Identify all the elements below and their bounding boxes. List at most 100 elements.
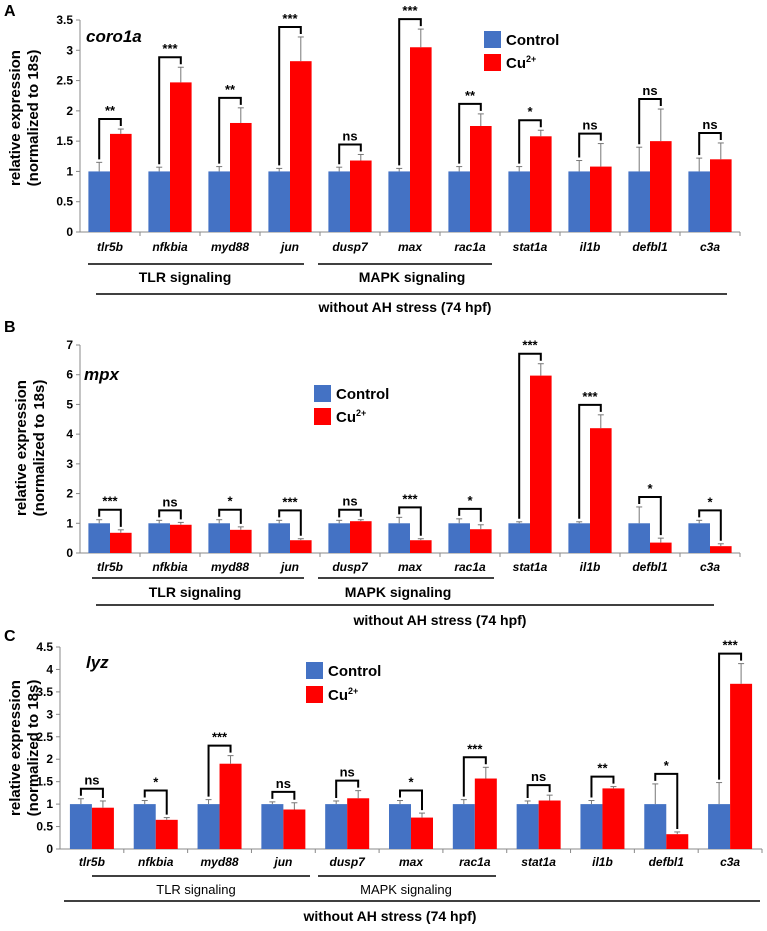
significance-label: *** xyxy=(162,41,178,56)
bar-copper xyxy=(170,524,192,553)
significance-label: ** xyxy=(597,761,608,776)
significance-label: * xyxy=(707,494,713,509)
significance-bracket xyxy=(398,18,422,166)
bar-copper xyxy=(650,141,672,232)
bar-control xyxy=(208,523,230,553)
panel-b: B mpx relative expression (normalized to… xyxy=(4,319,741,628)
category-label: jun xyxy=(279,560,299,574)
category-label: defbl1 xyxy=(632,560,668,574)
category-label: c3a xyxy=(700,240,720,254)
significance-label: ns xyxy=(340,765,355,780)
panel-a-label: A xyxy=(4,3,16,20)
category-label: il1b xyxy=(580,240,601,254)
legend-swatch-copper xyxy=(314,408,331,425)
panel-b-mapk-label: MAPK signaling xyxy=(345,584,452,600)
panel-a-gene-title: coro1a xyxy=(86,27,142,46)
significance-label: *** xyxy=(467,741,483,756)
panel-b-gene-title: mpx xyxy=(84,365,121,384)
category-label: tlr5b xyxy=(97,560,123,574)
legend-label-copper: Cu2+ xyxy=(506,54,536,72)
panel-c-gene-title: lyz xyxy=(86,653,109,672)
significance-label: ns xyxy=(162,494,177,509)
y-tick-label: 2 xyxy=(66,104,73,118)
significance-label: *** xyxy=(282,494,298,509)
y-tick-label: 2.5 xyxy=(56,74,73,88)
bar-copper xyxy=(110,532,132,553)
bar-copper xyxy=(219,763,242,849)
significance-label: * xyxy=(467,493,473,508)
bar-control xyxy=(325,804,348,849)
significance-label: ** xyxy=(225,82,236,97)
bar-control xyxy=(389,804,411,849)
bar-copper xyxy=(710,159,732,232)
category-label: c3a xyxy=(700,560,720,574)
significance-label: *** xyxy=(282,11,298,26)
bar-control xyxy=(208,171,230,232)
category-label: max xyxy=(399,855,424,869)
panel-c-plot: 00.511.522.533.544.5nstlr5b*nfkbia***myd… xyxy=(36,638,763,869)
panel-c-tlr-label: TLR signaling xyxy=(156,882,236,897)
significance-bracket xyxy=(143,789,168,815)
bar-control xyxy=(88,171,110,232)
bar-copper xyxy=(650,542,672,553)
significance-bracket xyxy=(654,772,679,829)
significance-label: *** xyxy=(522,338,538,353)
significance-bracket xyxy=(79,787,104,798)
panel-a-tlr-label: TLR signaling xyxy=(139,269,232,285)
bar-control xyxy=(508,523,530,553)
bar-copper xyxy=(474,778,497,849)
category-label: stat1a xyxy=(521,855,556,869)
bar-control xyxy=(388,523,410,553)
bar-copper xyxy=(230,122,252,232)
significance-bracket xyxy=(578,403,602,519)
panel-b-plot: 01234567***tlr5bnsnfkbia*myd88***junnsdu… xyxy=(66,338,741,574)
category-label: dusp7 xyxy=(332,240,369,254)
legend-swatch-copper xyxy=(484,54,501,71)
bar-control xyxy=(448,171,470,232)
bar-control xyxy=(628,171,650,232)
legend-label-copper: Cu2+ xyxy=(328,686,358,704)
category-label: tlr5b xyxy=(97,240,123,254)
y-tick-label: 6 xyxy=(66,368,73,382)
legend-copper-sup: 2+ xyxy=(348,686,358,696)
category-label: stat1a xyxy=(513,240,548,254)
significance-bracket xyxy=(518,119,542,164)
bar-control xyxy=(268,171,290,232)
significance-bracket xyxy=(98,118,122,160)
y-tick-label: 3.5 xyxy=(36,685,53,699)
panel-b-ylabel-line1: relative expression xyxy=(13,380,30,516)
significance-bracket xyxy=(718,652,743,780)
legend-swatch-control xyxy=(306,662,323,679)
bar-copper xyxy=(538,800,561,849)
bar-control xyxy=(69,804,92,849)
significance-bracket xyxy=(218,96,242,164)
category-label: c3a xyxy=(720,855,740,869)
significance-label: *** xyxy=(722,638,738,653)
legend-label-control: Control xyxy=(336,386,389,403)
significance-bracket xyxy=(698,509,722,541)
panel-b-legend: Control Cu2+ xyxy=(314,385,389,426)
panel-c: C lyz relative expression (normalized to… xyxy=(4,628,763,924)
significance-label: ns xyxy=(702,117,717,132)
y-tick-label: 0.5 xyxy=(36,820,53,834)
y-tick-label: 0 xyxy=(46,842,53,856)
significance-bracket xyxy=(338,508,362,518)
panel-a-legend: Control Cu2+ xyxy=(484,31,559,72)
bar-copper xyxy=(230,529,252,553)
significance-bracket xyxy=(458,102,482,164)
panel-b-label: B xyxy=(4,319,16,336)
category-label: max xyxy=(398,240,423,254)
bar-control xyxy=(148,171,170,232)
bar-control xyxy=(148,523,170,553)
significance-bracket xyxy=(218,508,242,524)
significance-label: * xyxy=(153,775,159,790)
bar-control xyxy=(580,804,603,849)
legend-copper-base: Cu xyxy=(506,55,526,72)
y-tick-label: 2 xyxy=(46,752,53,766)
significance-bracket xyxy=(278,25,302,166)
significance-bracket xyxy=(338,143,362,165)
significance-bracket xyxy=(158,56,182,165)
category-label: rac1a xyxy=(454,560,486,574)
bar-copper xyxy=(290,540,312,553)
y-tick-label: 4.5 xyxy=(36,640,53,654)
